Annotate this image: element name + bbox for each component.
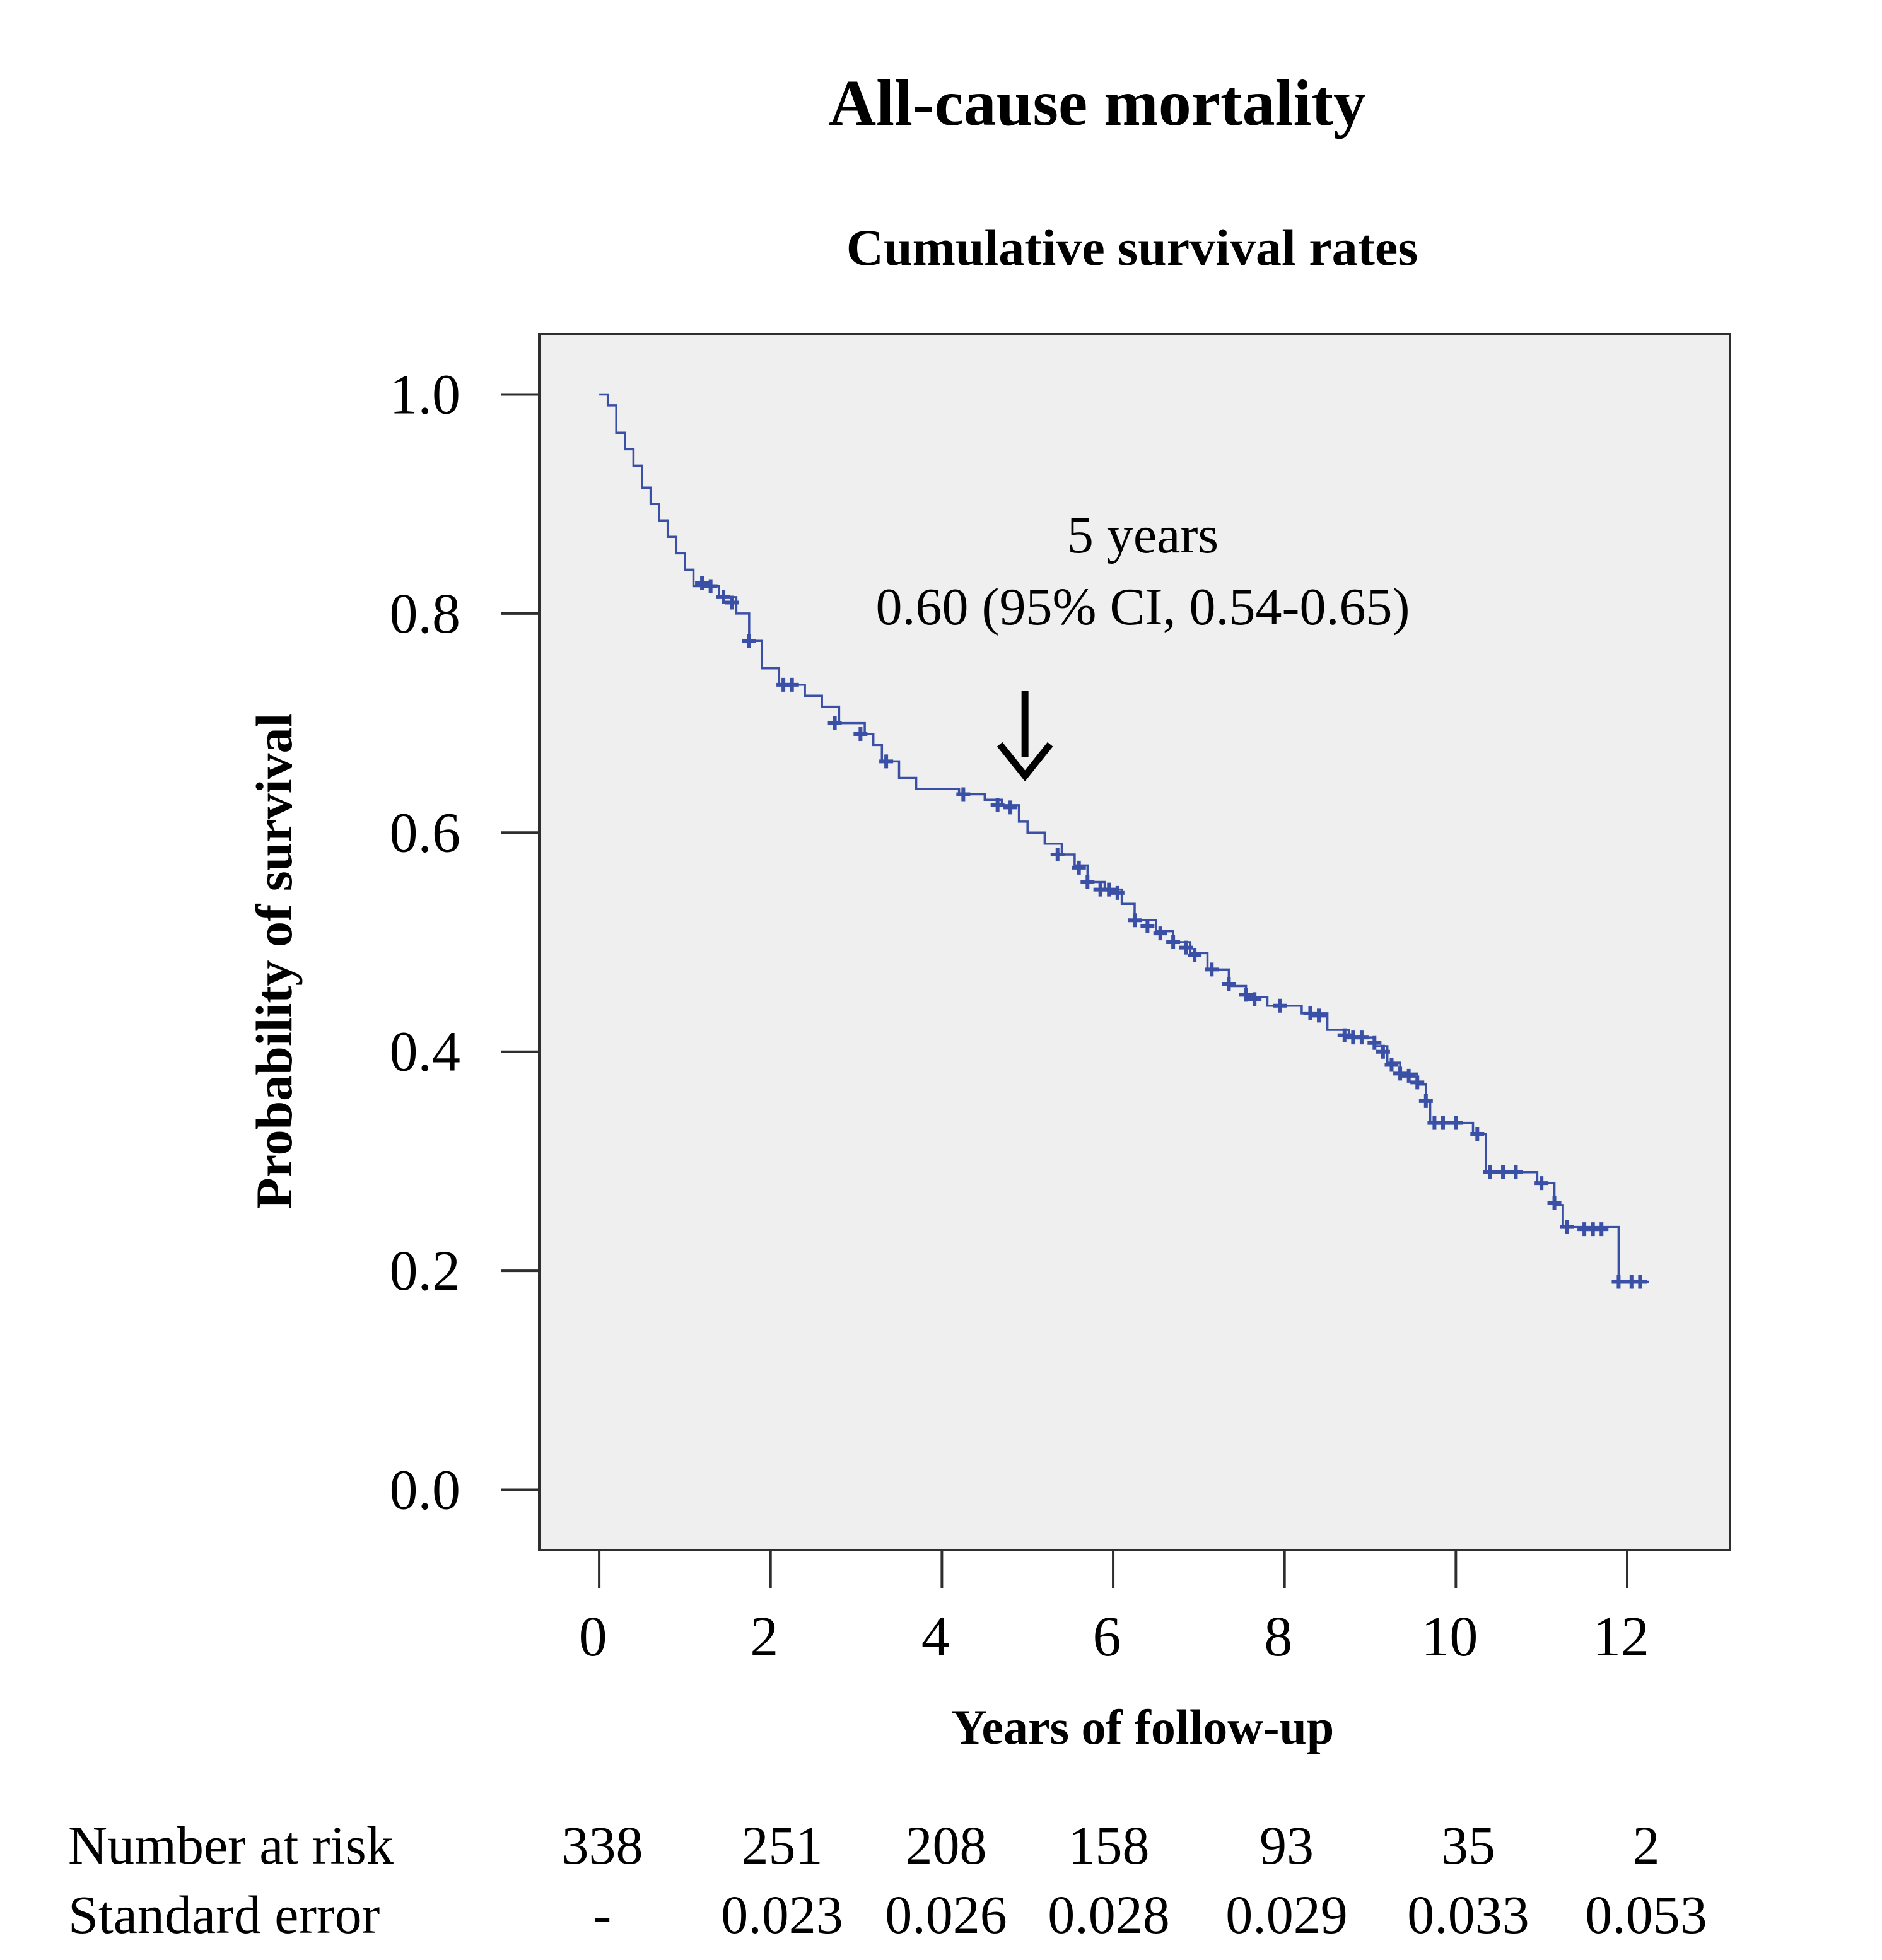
x-tick-label: 12: [1593, 1606, 1649, 1668]
censor-mark: [1534, 1176, 1549, 1191]
censor-mark: [725, 595, 739, 610]
censor-mark: [1188, 948, 1202, 962]
chart-subtitle: Cumulative survival rates: [846, 219, 1418, 276]
annotation-line2: 0.60 (95% CI, 0.54-0.65): [876, 578, 1410, 636]
risk-table-cell: 0.053: [1585, 1884, 1707, 1945]
censor-mark: [1449, 1116, 1463, 1130]
risk-table-row-label: Number at risk: [68, 1815, 394, 1875]
plot-area: [538, 333, 1731, 1551]
censor-mark: [853, 726, 868, 741]
risk-table-cell: 208: [906, 1815, 987, 1875]
y-tick-label: 1.0: [390, 364, 461, 426]
risk-table-cell: 0.029: [1225, 1884, 1348, 1945]
risk-table-cell: 0.028: [1048, 1884, 1170, 1945]
censor-mark: [1222, 977, 1236, 991]
censor-mark: [827, 716, 842, 730]
chart-title: All-cause mortality: [829, 67, 1366, 139]
censor-mark: [695, 576, 710, 590]
risk-table-cell: 35: [1441, 1815, 1495, 1875]
censor-mark: [1410, 1075, 1425, 1090]
censor-mark: [1110, 885, 1125, 900]
risk-table-cell: 93: [1260, 1815, 1314, 1875]
censor-mark: [1435, 1116, 1450, 1130]
censor-mark: [1560, 1220, 1574, 1234]
censor-mark: [1128, 913, 1142, 928]
x-tick-label: 2: [750, 1606, 778, 1668]
censor-mark: [1248, 992, 1262, 1006]
censor-mark: [990, 798, 1005, 812]
censor-mark: [1509, 1165, 1523, 1179]
y-tick-label: 0.4: [390, 1021, 461, 1083]
x-axis-label: Years of follow-up: [952, 1700, 1335, 1754]
censor-mark: [1303, 1006, 1318, 1020]
censor-mark: [1611, 1275, 1626, 1289]
censor-mark: [1205, 962, 1219, 977]
risk-table-cell: 2: [1633, 1815, 1660, 1875]
x-tick-label: 8: [1264, 1606, 1292, 1668]
censor-mark: [1594, 1222, 1609, 1237]
censor-mark: [1401, 1068, 1416, 1083]
risk-table-cell: 0.023: [721, 1884, 843, 1945]
censor-mark: [1080, 875, 1095, 889]
censor-mark: [1470, 1126, 1485, 1141]
risk-table: Number at risk 338 251 208 158 93 35 2 Standard …: [68, 1815, 1707, 1945]
risk-table-cell: 251: [742, 1815, 823, 1875]
censor-mark: [1418, 1094, 1433, 1108]
censor-mark: [1153, 926, 1167, 941]
arrow-down-icon: [997, 691, 1053, 782]
risk-table-cell: 0.033: [1407, 1884, 1529, 1945]
censor-mark: [1140, 918, 1155, 933]
arrow-head: [997, 742, 1053, 782]
censor-mark: [716, 590, 731, 604]
censor-mark: [1072, 860, 1086, 875]
censor-mark: [1166, 935, 1181, 949]
series-layer: [599, 393, 1649, 1289]
risk-table-row-label: Standard error: [68, 1884, 380, 1945]
censor-mark: [1547, 1196, 1562, 1210]
risk-table-cell: 158: [1068, 1815, 1150, 1875]
censor-mark: [1376, 1044, 1390, 1059]
censor-mark: [1273, 998, 1287, 1013]
censor-mark: [703, 579, 718, 593]
y-axis-label: Probability of survival: [245, 713, 303, 1210]
censor-mark: [1050, 848, 1065, 862]
annotation-line1: 5 years: [1067, 506, 1219, 564]
censor-mark: [1367, 1035, 1382, 1050]
x-tick-label: 6: [1093, 1606, 1121, 1668]
censor-mark: [956, 787, 971, 802]
risk-table-cell: 338: [562, 1815, 643, 1875]
censor-mark: [1179, 940, 1193, 955]
censor-mark: [1337, 1028, 1352, 1042]
censor-mark: [1003, 800, 1018, 815]
y-tick-label: 0.2: [390, 1240, 461, 1302]
annotation: 5 years 0.60 (95% CI, 0.54-0.65): [876, 506, 1410, 782]
censor-mark: [1496, 1165, 1511, 1179]
y-tick-label: 0.8: [390, 583, 461, 645]
y-axis: 0.0 0.2 0.4 0.6 0.8 1.0: [390, 364, 539, 1521]
risk-table-cell: 0.026: [885, 1884, 1007, 1945]
censor-mark: [1239, 988, 1253, 1002]
x-axis: 0 2 4 6 8 10 12: [579, 1550, 1649, 1668]
censor-mark: [1393, 1066, 1408, 1081]
y-tick-label: 0.0: [390, 1459, 461, 1521]
censor-mark: [1633, 1275, 1647, 1289]
censor-mark: [1102, 882, 1116, 897]
censor-mark: [1312, 1008, 1326, 1023]
censor-mark: [742, 634, 756, 648]
censor-mark: [1354, 1030, 1369, 1045]
x-tick-label: 0: [579, 1606, 607, 1668]
censor-mark: [1483, 1165, 1497, 1179]
risk-table-cell: -: [593, 1884, 612, 1945]
x-tick-label: 4: [921, 1606, 950, 1668]
censor-mark: [785, 677, 799, 692]
censor-mark: [879, 754, 894, 769]
y-tick-label: 0.6: [390, 802, 461, 864]
x-tick-label: 10: [1421, 1606, 1478, 1668]
censor-mark: [1384, 1058, 1399, 1072]
